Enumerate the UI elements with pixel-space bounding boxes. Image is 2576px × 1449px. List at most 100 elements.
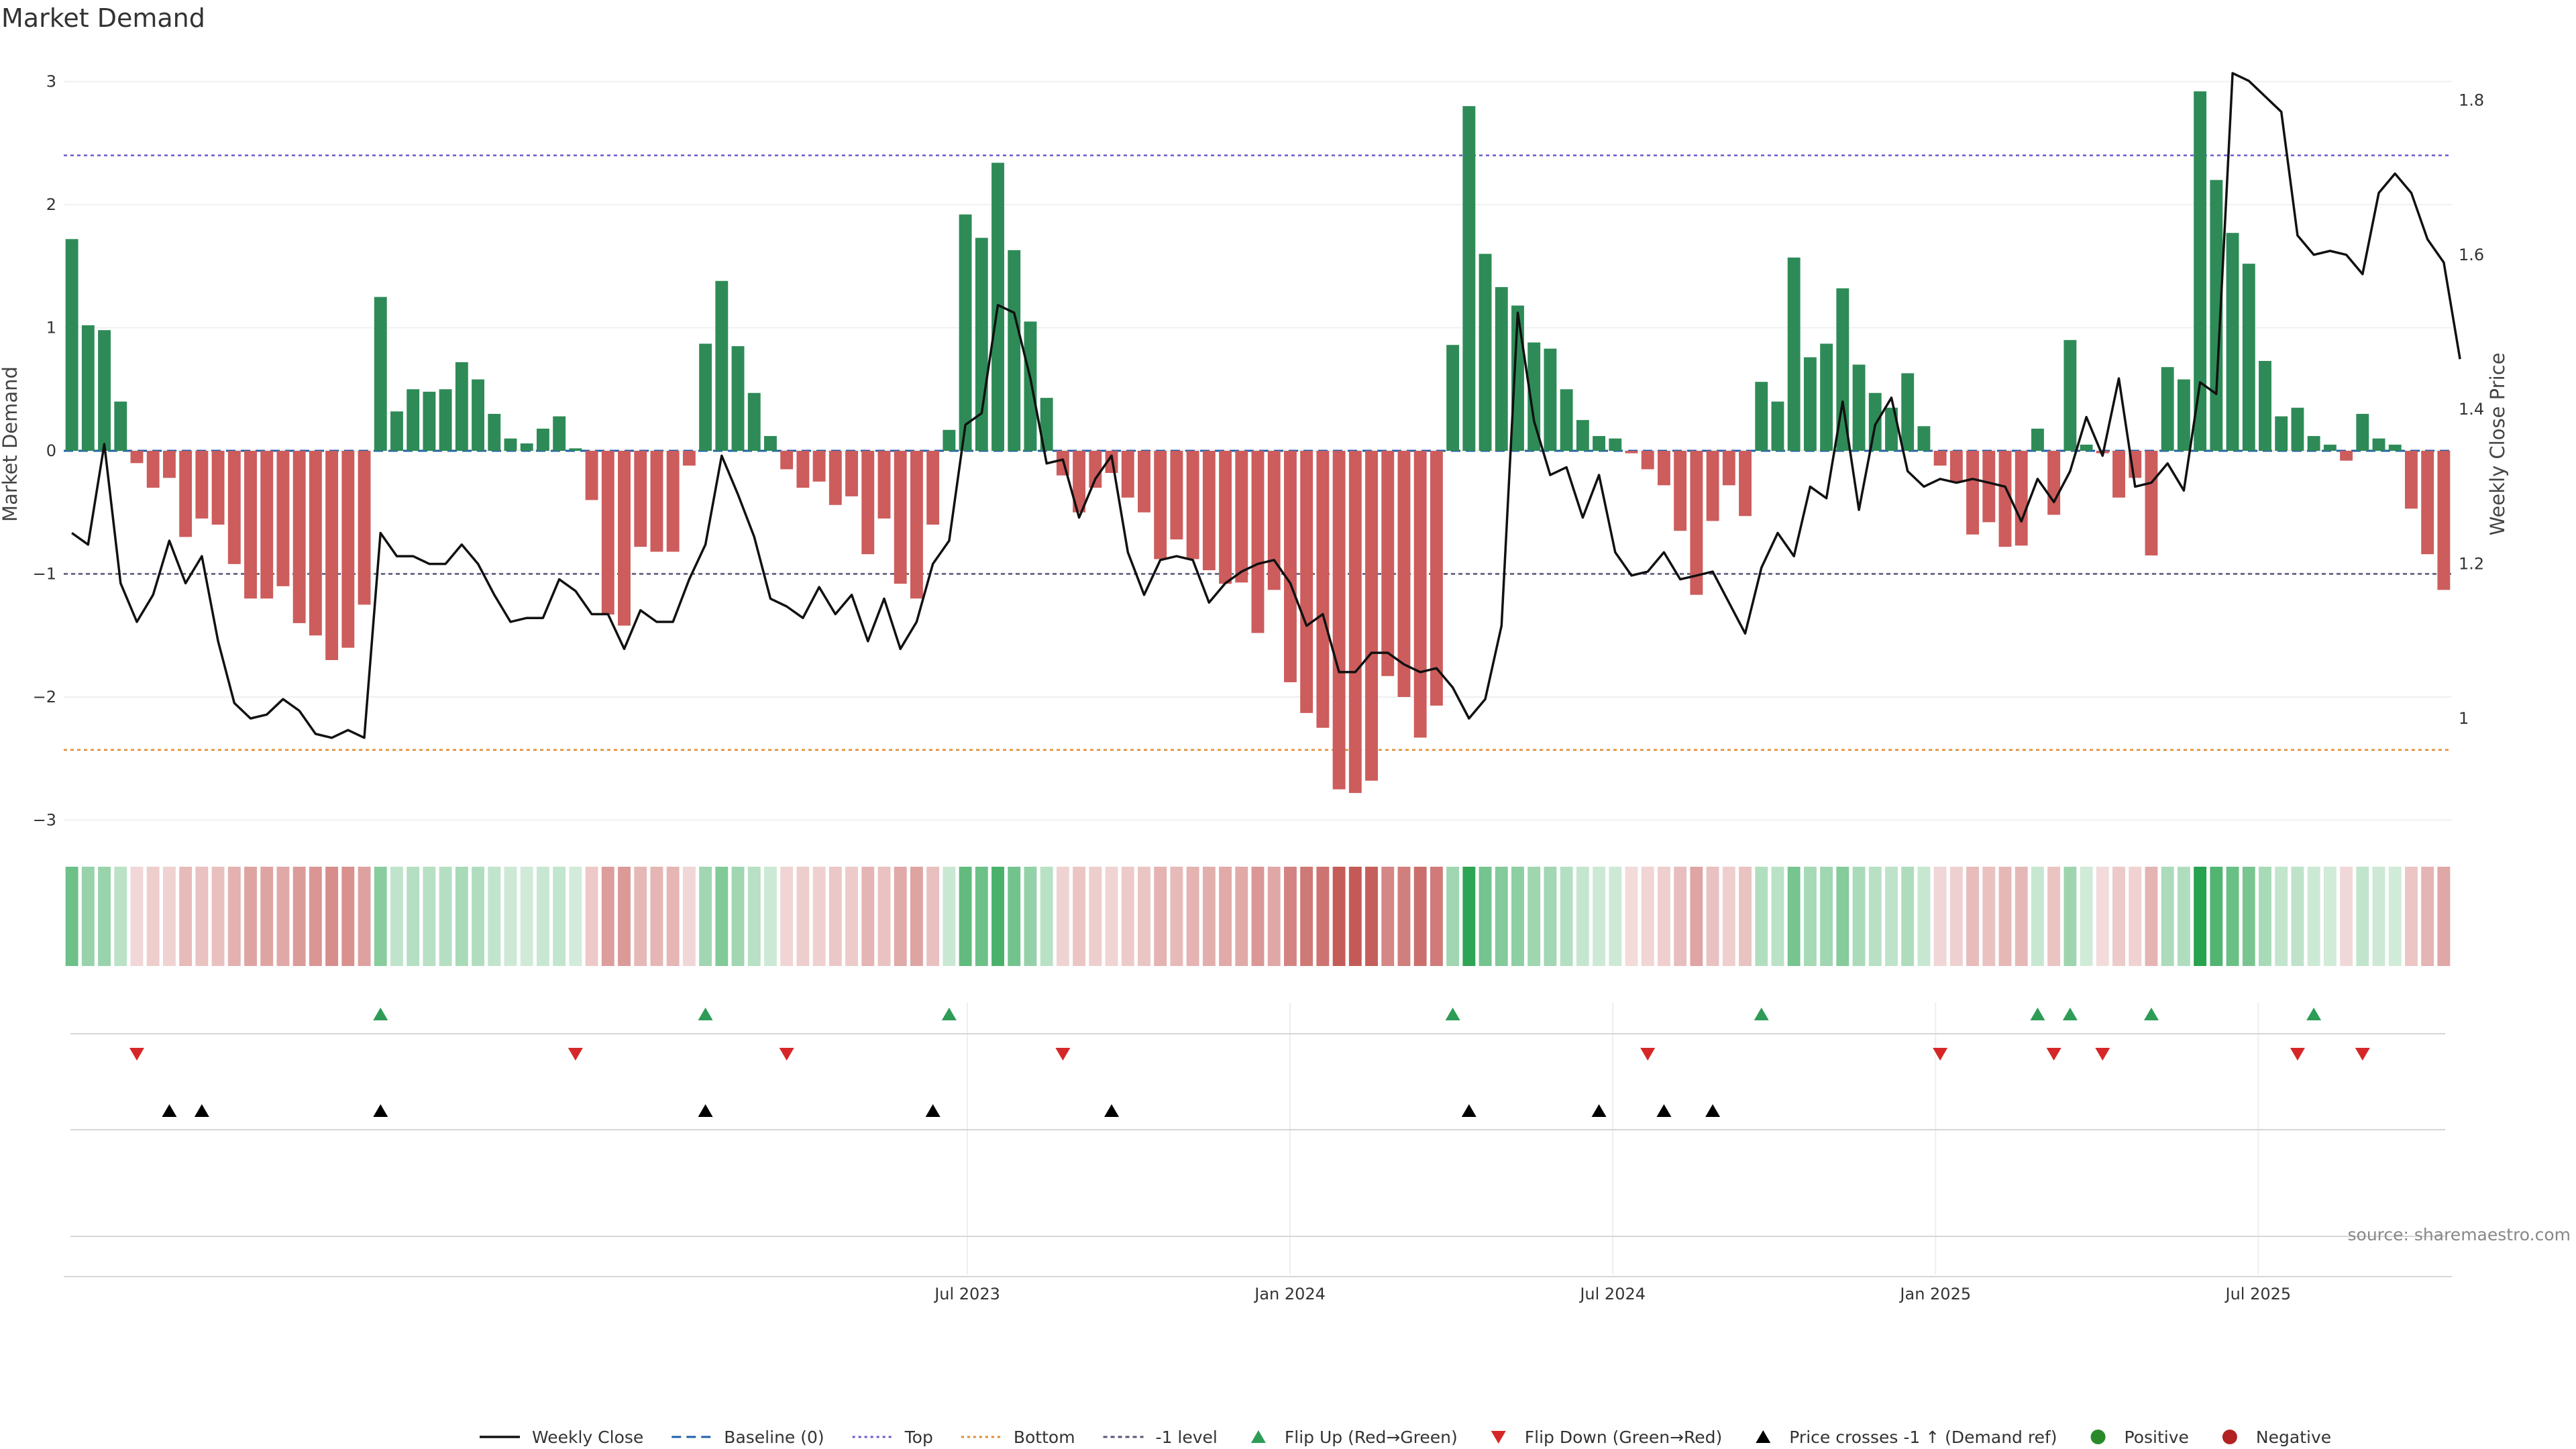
heat-cell (504, 867, 517, 966)
y2-tick-label: 1.4 (2459, 400, 2484, 419)
heat-cell (959, 867, 972, 966)
demand-bar (1413, 451, 1427, 738)
demand-bar (114, 401, 127, 451)
heat-cell (1722, 867, 1735, 966)
price-cross-marker (162, 1104, 177, 1117)
heat-cell (910, 867, 923, 966)
x-tick-label: Jan 2024 (1253, 1285, 1326, 1303)
heat-cell (179, 867, 193, 966)
heat-cell (1917, 867, 1931, 966)
demand-bar (1365, 451, 1378, 781)
heat-cell (390, 867, 403, 966)
legend-item-tri-up-black: Price crosses -1 ↑ (Demand ref) (1756, 1428, 2057, 1447)
heat-cell (2242, 867, 2255, 966)
flip-up-marker (2306, 1008, 2322, 1020)
heat-cell (2096, 867, 2109, 966)
demand-bar (1154, 451, 1167, 559)
legend-swatch (2090, 1430, 2106, 1444)
heat-cell (341, 867, 355, 966)
axes: 3 2 1 0 −1 −2 −3 1.8 1.6 1.4 1.2 1 Jul 2023 Jan 2024 J… (33, 72, 2485, 1304)
y-tick-label: −3 (33, 811, 56, 830)
y-axis-title: Market Demand (0, 366, 21, 522)
demand-bar (1527, 342, 1541, 451)
heat-cell (423, 867, 436, 966)
heat-cell (2161, 867, 2174, 966)
heat-cell (682, 867, 696, 966)
legend-item-tri-down-red: Flip Down (Green→Red) (1491, 1428, 1723, 1447)
y-tick-label: 3 (46, 72, 56, 91)
y2-tick-label: 1.8 (2459, 91, 2484, 109)
heat-cell (585, 867, 598, 966)
legend-item-tri-up-green: Flip Up (Red→Green) (1250, 1428, 1458, 1447)
legend-item-dot-orange: Bottom (961, 1428, 1075, 1447)
demand-bar (2161, 367, 2174, 451)
legend-label: Price crosses -1 ↑ (Demand ref) (1789, 1428, 2057, 1447)
demand-heat-strip (65, 867, 2451, 966)
demand-bar (585, 451, 598, 500)
flip-down-marker (1055, 1048, 1071, 1061)
demand-bar (828, 451, 842, 505)
heat-cell (2047, 867, 2061, 966)
legend-label: Flip Down (Green→Red) (1525, 1428, 1723, 1447)
demand-bar (1008, 250, 1021, 451)
demand-bar (764, 435, 777, 451)
demand-bar (553, 416, 566, 451)
demand-bar (407, 389, 420, 451)
heat-cell (2291, 867, 2304, 966)
demand-bar (601, 451, 614, 615)
y2-tick-label: 1.6 (2459, 246, 2484, 264)
demand-bar (2194, 91, 2207, 451)
y-tick-label: 1 (46, 319, 56, 337)
demand-bar (1202, 451, 1216, 570)
demand-bar (1820, 343, 1833, 451)
legend-label: Top (904, 1428, 933, 1447)
demand-bar (1657, 451, 1670, 486)
y2-axis-title: Weekly Close Price (2486, 353, 2509, 536)
demand-bar (1446, 345, 1460, 451)
legend-item-dash-gray: -1 level (1103, 1428, 1218, 1447)
heat-cell (1138, 867, 1150, 966)
heat-cell (1462, 867, 1476, 966)
demand-bar (1170, 451, 1183, 540)
heat-cell (1625, 867, 1638, 966)
heat-cell (1739, 867, 1752, 966)
demand-bar (2356, 413, 2369, 451)
heat-cell (2307, 867, 2320, 966)
demand-bar (2015, 451, 2028, 546)
price-cross-marker (194, 1104, 209, 1117)
demand-bar (1576, 420, 1589, 451)
heat-cell (1690, 867, 1703, 966)
heat-cell (1998, 867, 2012, 966)
heat-cell (2323, 867, 2337, 966)
demand-bar (1348, 451, 1362, 794)
heat-cell (2405, 867, 2418, 966)
y-tick-label: −2 (33, 688, 56, 706)
chart-title: Market Demand (1, 3, 205, 33)
demand-bar (634, 451, 647, 547)
heat-cell (2388, 867, 2402, 966)
heat-cell (472, 867, 484, 966)
legend-item-dot-purple: Top (852, 1428, 933, 1447)
demand-bar (1316, 451, 1330, 728)
heat-cell (114, 867, 127, 966)
demand-bar (2340, 451, 2353, 461)
heat-cell (488, 867, 501, 966)
legend-label: Negative (2256, 1428, 2331, 1447)
price-cross-marker (1656, 1104, 1672, 1117)
y-tick-label: −1 (33, 565, 56, 584)
demand-bar (1511, 305, 1524, 451)
demand-bar (2323, 444, 2337, 451)
heat-cell (2340, 867, 2353, 966)
demand-bar (1787, 257, 1801, 451)
demand-bar (1300, 451, 1313, 713)
heat-cell (1348, 867, 1362, 966)
demand-bar (1495, 286, 1508, 451)
heat-cell (1397, 867, 1411, 966)
flip-down-marker (2046, 1048, 2061, 1061)
heat-cell (2356, 867, 2369, 966)
demand-bar (1121, 451, 1134, 498)
flip-up-marker (698, 1008, 713, 1020)
demand-bar (98, 330, 111, 451)
demand-bar (1852, 364, 1866, 451)
demand-bar (682, 451, 696, 466)
